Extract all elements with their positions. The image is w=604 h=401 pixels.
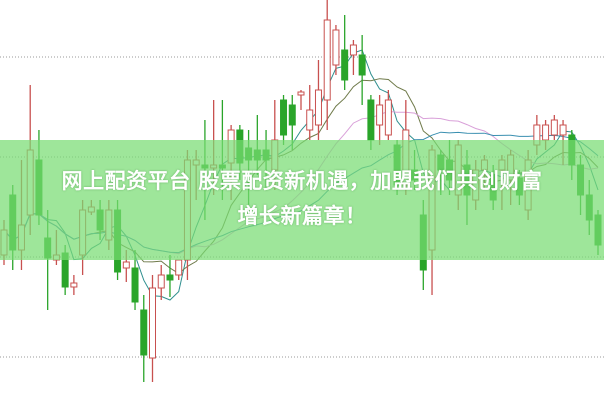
candle-body xyxy=(341,49,349,81)
candle-body xyxy=(149,287,156,359)
candle-body xyxy=(542,124,550,141)
candle-body xyxy=(314,89,322,126)
candle-body xyxy=(323,19,331,101)
headline: 网上配资平台 股票配资新机遇，加盟我们共创财富 增长新篇章！ xyxy=(0,164,604,234)
candle-body xyxy=(559,124,567,136)
candle-body xyxy=(297,91,305,96)
candle-body xyxy=(550,119,558,136)
candle-body xyxy=(384,99,392,136)
headline-banner xyxy=(0,140,604,260)
candle-body xyxy=(280,99,288,136)
candle-body xyxy=(332,29,340,66)
candle-body xyxy=(175,259,183,276)
candle-body xyxy=(376,104,384,126)
headline-line-1: 网上配资平台 股票配资新机遇，加盟我们共创财富 xyxy=(61,169,543,193)
headline-line-2: 增长新篇章！ xyxy=(237,204,367,228)
candle-body xyxy=(157,274,165,289)
candle-body xyxy=(122,261,130,269)
candle-body xyxy=(70,282,78,288)
candle-body xyxy=(288,104,296,126)
candle-body xyxy=(349,44,357,56)
candle-body xyxy=(140,309,148,356)
candle-body xyxy=(306,109,314,131)
candle-body xyxy=(131,267,139,303)
candle-body xyxy=(367,99,375,141)
candle-body xyxy=(358,54,366,76)
candle-body xyxy=(166,274,174,281)
